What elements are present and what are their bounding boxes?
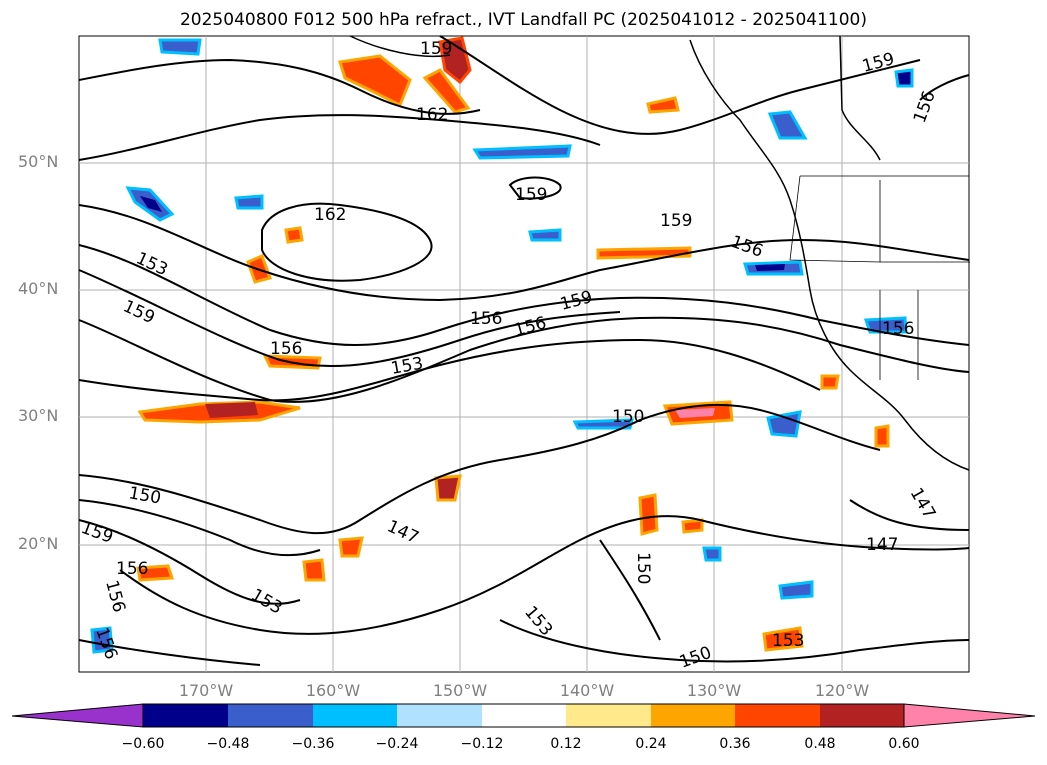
negative-anomaly-patches — [90, 38, 914, 654]
contour-label: 162 — [416, 105, 448, 125]
colorbar-segment — [735, 704, 820, 727]
colorbar-tick-label: 0.36 — [719, 736, 751, 752]
lat-label: 40°N — [18, 279, 59, 298]
colorbar-segment — [566, 704, 651, 727]
map-title: 2025040800 F012 500 hPa refract., IVT La… — [179, 10, 867, 30]
map-panel: 159 162 159 162 159 156 153 159 156 156 … — [78, 35, 970, 673]
contour-label: 147 — [866, 535, 898, 555]
contour-label: 150 — [633, 552, 653, 584]
colorbar-max-arrow — [903, 703, 1036, 728]
contour-label: 156 — [270, 339, 302, 359]
contour-label: 159 — [515, 185, 547, 205]
coastlines — [349, 35, 970, 471]
lon-label: 130°W — [686, 681, 742, 700]
colorbar-tick-label: −0.12 — [460, 736, 504, 752]
borders — [789, 175, 970, 380]
colorbar-tick-label: −0.48 — [206, 736, 250, 752]
lon-label: 120°W — [814, 681, 870, 700]
colorbar-tick-label: 0.48 — [804, 736, 836, 752]
contour-label: 159 — [660, 211, 692, 231]
lon-label: 170°W — [178, 681, 234, 700]
colorbar-segment — [651, 704, 735, 727]
contour-label: 156 — [116, 559, 148, 579]
colorbar-segment — [313, 704, 397, 727]
lon-label: 160°W — [305, 681, 361, 700]
colorbar-min-arrow — [11, 703, 144, 728]
colorbar-segment — [482, 704, 566, 727]
contour-label: 150 — [612, 407, 644, 427]
lon-label: 150°W — [432, 681, 488, 700]
colorbar-tick-label: 0.24 — [635, 736, 667, 752]
lat-label: 20°N — [18, 534, 59, 553]
colorbar-segment — [228, 704, 313, 727]
colorbar-tick-label: −0.24 — [375, 736, 419, 752]
lon-label: 140°W — [559, 681, 615, 700]
colorbar-segment — [820, 704, 904, 727]
colorbar-tick-label: −0.36 — [291, 736, 335, 752]
colorbar — [11, 703, 1036, 728]
contour-label: 153 — [772, 631, 804, 651]
colorbar-tick-label: −0.60 — [121, 736, 165, 752]
colorbar-tick-label: 0.60 — [888, 736, 920, 752]
colorbar-segment — [143, 704, 228, 727]
contour-label: 156 — [882, 319, 914, 339]
contour-label: 162 — [314, 205, 346, 225]
height-contours — [78, 35, 970, 666]
contour-label: 159 — [420, 39, 452, 59]
colorbar-segment — [397, 704, 482, 727]
colorbar-tick-label: 0.12 — [550, 736, 582, 752]
lat-label: 30°N — [18, 406, 59, 425]
contour-label: 156 — [470, 309, 502, 329]
lat-label: 50°N — [18, 152, 59, 171]
